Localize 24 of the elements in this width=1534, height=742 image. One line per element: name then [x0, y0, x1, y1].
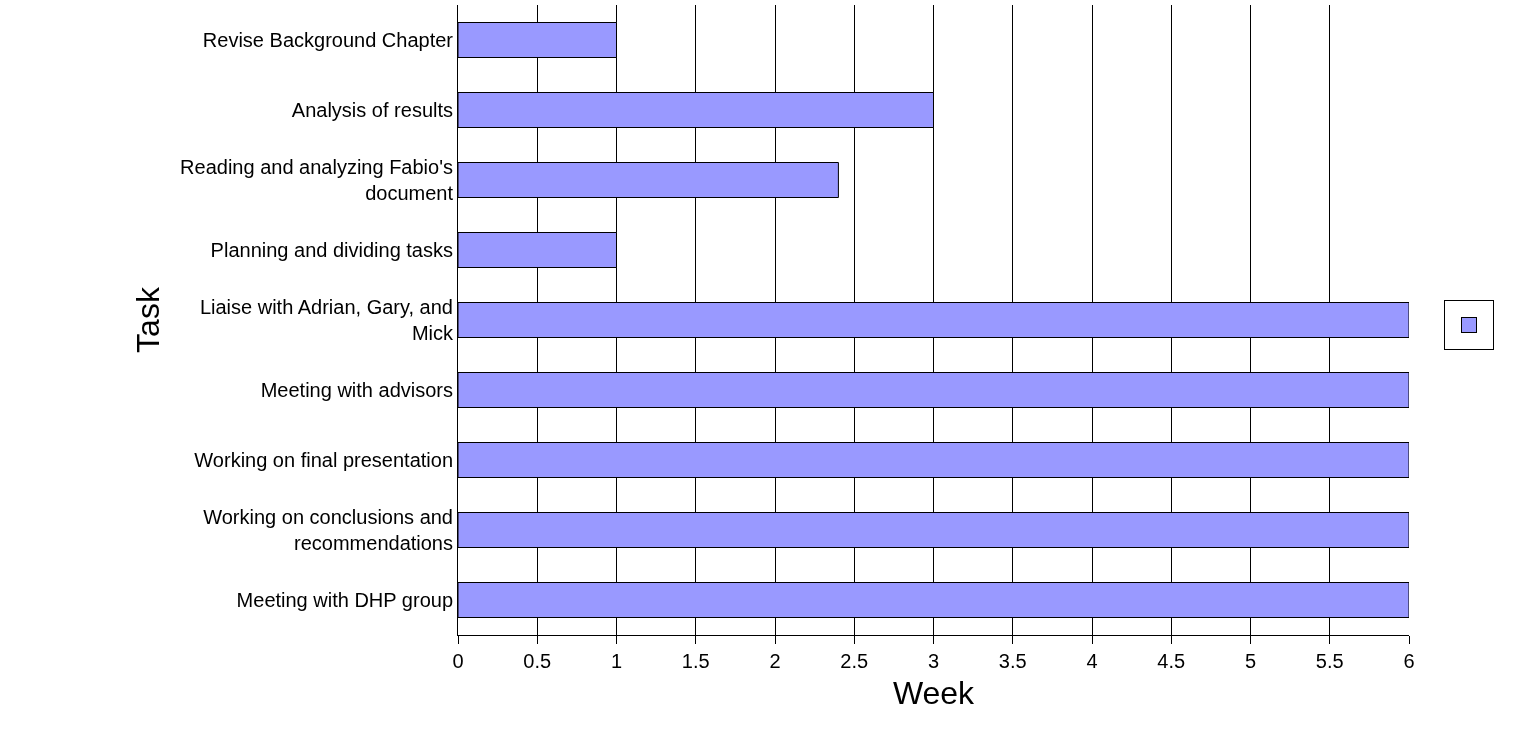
- x-tick-label: 2: [769, 650, 781, 672]
- x-tick-label: 4.5: [1157, 650, 1186, 672]
- x-tick-label: 1.5: [681, 650, 710, 672]
- x-axis-title: Week: [892, 674, 976, 711]
- x-tick-label: 3: [927, 650, 940, 672]
- y-tick-label: Reading and analyzing Fabio's document: [180, 156, 454, 204]
- y-tick-label: Planning and dividing tasks: [210, 239, 453, 261]
- y-tick-label: Liaise with Adrian, Gary, and Mick: [199, 296, 454, 344]
- x-tick-label: 6: [1403, 650, 1415, 672]
- y-tick-label: Meeting with DHP group: [236, 589, 453, 611]
- x-tick-label: 5: [1244, 650, 1257, 672]
- x-tick-label: 0: [452, 650, 464, 672]
- x-tick-label: 2.5: [840, 650, 869, 672]
- y-tick-label: Analysis of results: [291, 99, 453, 121]
- y-axis-title: Task: [130, 286, 167, 353]
- y-tick-label: Meeting with advisors: [260, 379, 453, 401]
- y-tick-label: Working on conclusions and recommendations: [203, 506, 453, 554]
- y-tick-label: Revise Background Chapter: [202, 29, 454, 51]
- x-tick-label: 1: [610, 650, 623, 672]
- x-tick-label: 0.5: [523, 650, 552, 672]
- x-tick-label: 5.5: [1315, 650, 1344, 672]
- x-tick-label: 3.5: [998, 650, 1027, 672]
- y-tick-label: Working on final presentation: [194, 449, 453, 471]
- x-tick-label: 4: [1086, 650, 1098, 672]
